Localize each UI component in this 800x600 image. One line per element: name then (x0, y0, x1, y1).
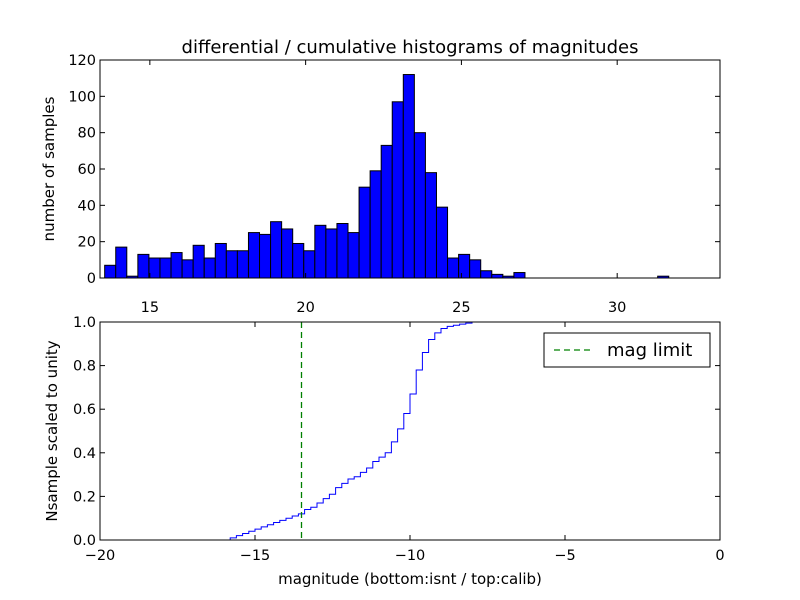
histogram-bar (458, 253, 471, 279)
histogram-xtick-label: 15 (141, 300, 159, 316)
histogram-bar (148, 257, 161, 279)
histogram-bar (402, 74, 415, 279)
histogram-bar (513, 272, 526, 279)
cumulative-ytick-label: 0.6 (73, 402, 96, 418)
legend-label: mag limit (607, 340, 692, 361)
histogram-ytick-label: 0 (87, 271, 96, 287)
histogram-ytick-label: 20 (78, 235, 96, 251)
histogram-bar (391, 101, 404, 279)
cumulative-ytick-label: 0.8 (73, 359, 96, 375)
legend: mag limit (543, 332, 711, 368)
histogram-bar (159, 257, 172, 279)
histogram-bar (236, 250, 249, 279)
histogram-frame (99, 59, 721, 279)
histogram-bar (491, 273, 504, 279)
histogram-bar (214, 242, 227, 279)
cumulative-xtick-label: 0 (715, 548, 724, 564)
histogram-bar (281, 228, 294, 279)
cumulative-ytick-label: 0.2 (73, 489, 96, 505)
histogram-ytick-label: 100 (68, 89, 96, 105)
histogram-bar (424, 172, 437, 279)
cumulative-ticks: −20 −15 −10 −5 0 0.0 0.2 0.4 0.6 0.8 1.0 (73, 315, 725, 564)
histogram-ytick-label: 60 (78, 162, 96, 178)
histogram-bar (181, 259, 194, 279)
histogram-bar (469, 259, 482, 279)
histogram-bar (292, 242, 305, 279)
histogram-bar (380, 144, 393, 279)
histogram-bar (480, 270, 493, 279)
histogram-bar (447, 257, 460, 279)
histogram-xtick-label: 20 (296, 300, 314, 316)
histogram-bar (413, 132, 426, 279)
histogram-bar (325, 228, 338, 279)
histogram-bar (137, 253, 150, 279)
histogram-bar (314, 224, 327, 279)
histogram-bar (435, 206, 449, 279)
cumulative-step-line (100, 321, 721, 541)
histogram-bar (203, 257, 216, 279)
histogram-bar (369, 170, 382, 279)
histogram-ylabel: number of samples (40, 96, 58, 241)
cumulative-ytick-label: 1.0 (73, 315, 96, 331)
histogram-bar (192, 244, 205, 279)
histogram-bar (104, 264, 117, 279)
histogram-bar (225, 250, 238, 279)
histogram-xtick-label: 30 (608, 300, 626, 316)
cumulative-ytick-label: 0.4 (73, 446, 96, 462)
histogram-xtick-label: 25 (452, 300, 470, 316)
cumulative-ytick-label: 0.0 (73, 533, 96, 549)
histogram-bar (347, 232, 360, 279)
histogram-bar (336, 223, 349, 279)
histogram-bars (104, 74, 670, 279)
histogram-panel: 15 20 25 30 0 20 40 60 80 100 120 number of sample… (40, 53, 721, 316)
histogram-ticks: 15 20 25 30 0 20 40 60 80 100 120 (68, 53, 720, 316)
chart-title: differential / cumulative histograms of … (182, 37, 639, 58)
cumulative-xlabel: magnitude (bottom:isnt / top:calib) (278, 570, 542, 588)
histogram-ytick-label: 80 (78, 126, 96, 142)
cumulative-xtick-label: −15 (240, 548, 271, 564)
histogram-bar (270, 221, 283, 279)
histogram-bar (115, 246, 128, 279)
cumulative-ylabel: Nsample scaled to unity (43, 340, 61, 521)
histogram-bar (247, 232, 261, 279)
cumulative-panel: −20 −15 −10 −5 0 0.0 0.2 0.4 0.6 0.8 1.0 Nsample s… (43, 315, 725, 588)
histogram-bar (259, 233, 272, 279)
cumulative-frame (99, 321, 721, 541)
histogram-ytick-label: 120 (68, 53, 96, 69)
histogram-ytick-label: 40 (78, 198, 96, 214)
cumulative-xtick-label: −5 (554, 548, 575, 564)
legend-box (543, 332, 711, 368)
cumulative-xtick-label: −20 (85, 548, 116, 564)
histogram-bar (170, 252, 183, 279)
histogram-bar (358, 186, 371, 279)
cumulative-xtick-label: −10 (395, 548, 426, 564)
